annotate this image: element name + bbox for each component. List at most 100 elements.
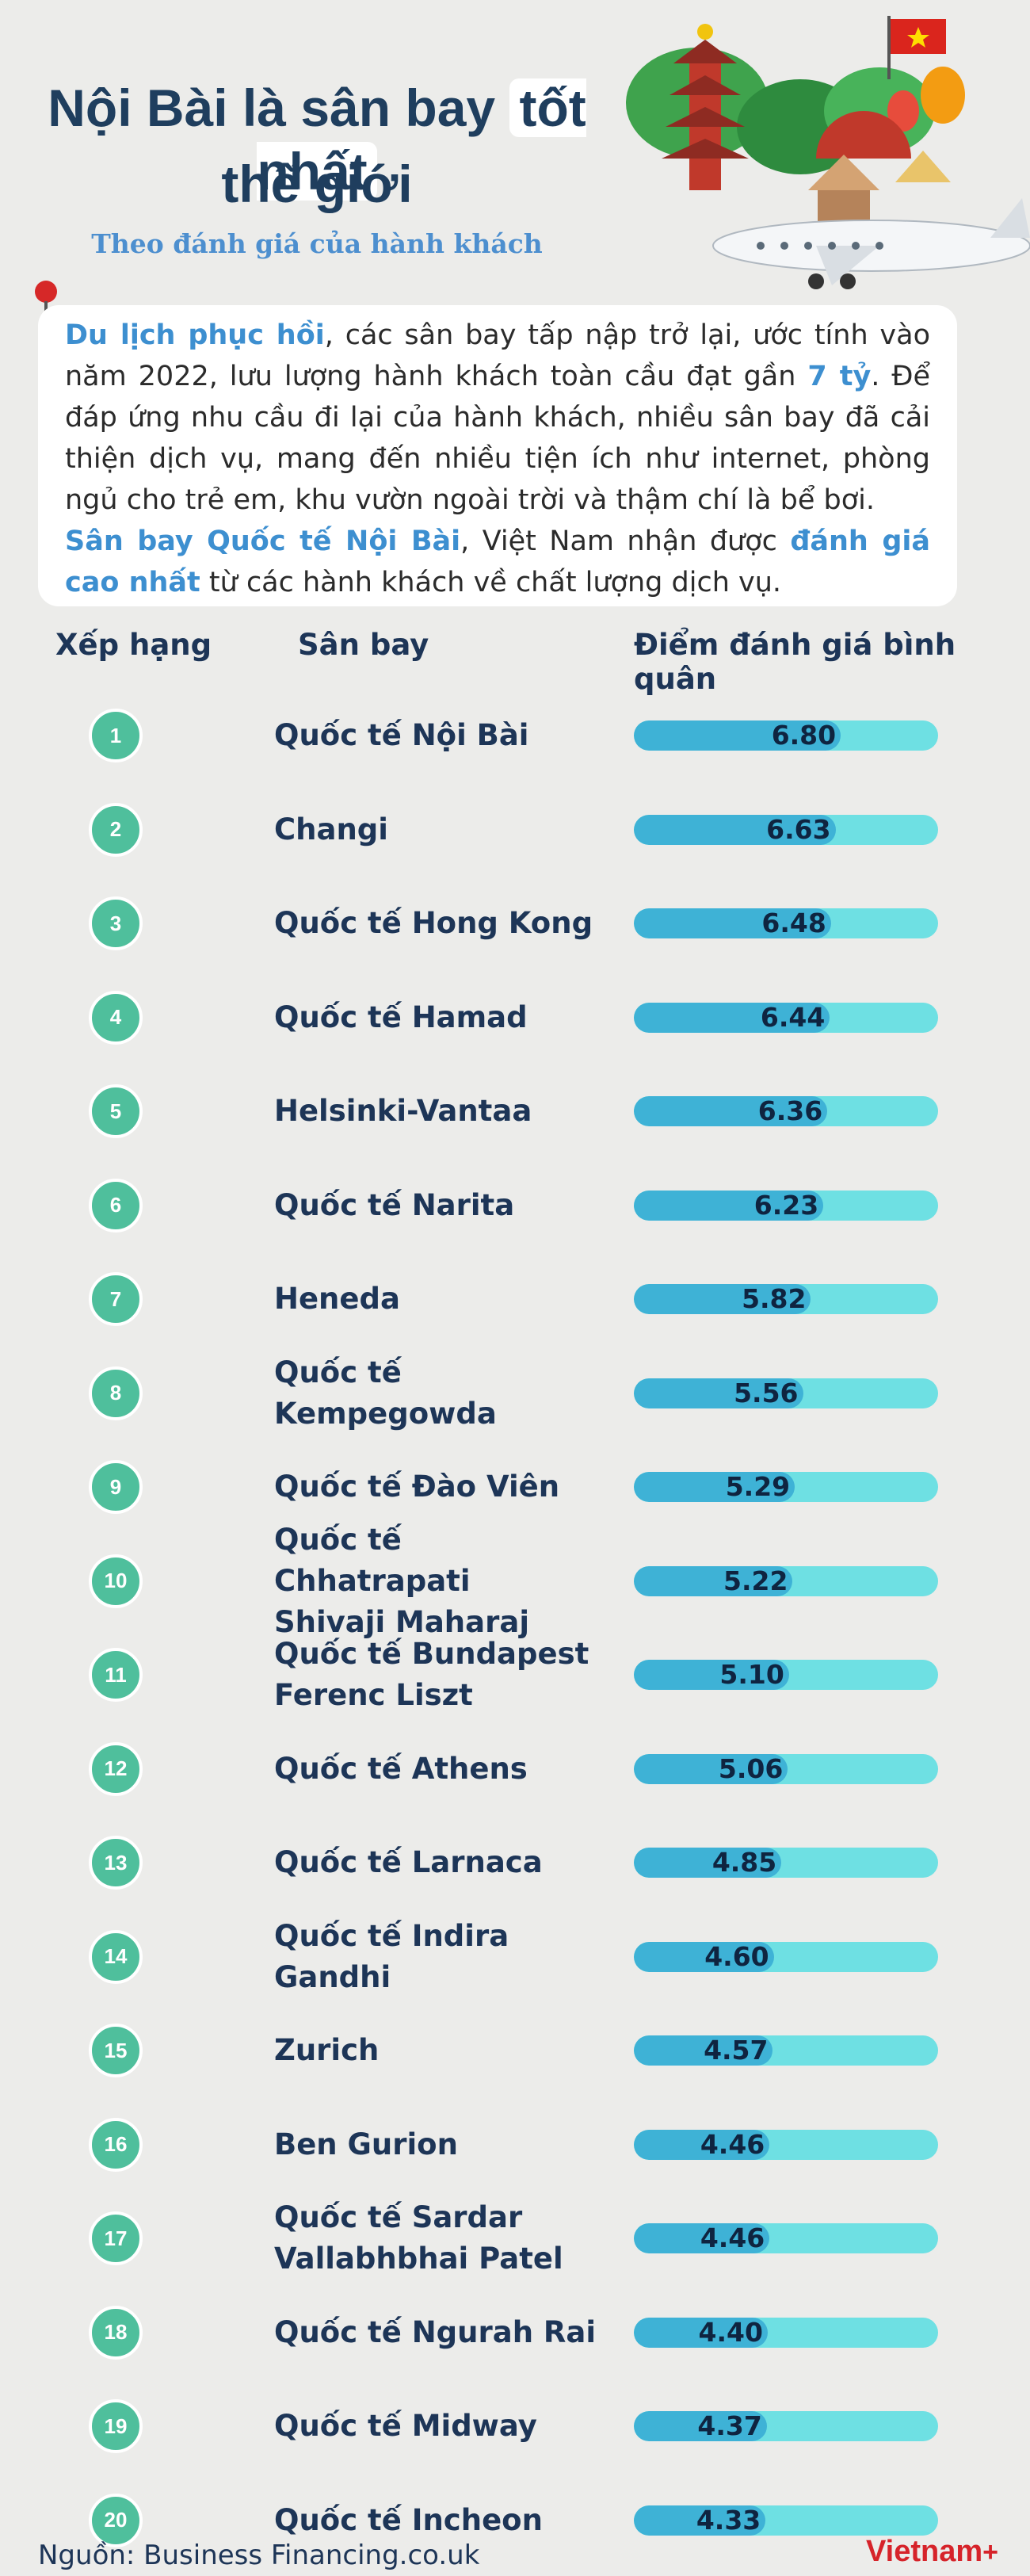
score-bar [634, 1096, 828, 1126]
score-label: 6.80 [771, 720, 837, 751]
score-bar-track: 4.57 [634, 2035, 938, 2066]
airport-name: Quốc tế Sardar Vallabhbhai Patel [274, 2200, 563, 2276]
table-row: 17 Quốc tế Sardar Vallabhbhai Patel 4.46 [0, 2200, 1030, 2276]
intro-text: từ các hành khách về chất lượng dịch vụ. [200, 567, 782, 598]
airport-name: Zurich [274, 2033, 380, 2067]
score-bar-track: 6.80 [634, 720, 938, 751]
score-label: 5.10 [719, 1660, 784, 1690]
airport-name: Quốc tế Nội Bài [274, 718, 529, 752]
score-bar-track: 4.33 [634, 2505, 938, 2536]
table-row: 16 Ben Gurion 4.46 [0, 2117, 1030, 2173]
score-bar-track: 6.36 [634, 1096, 938, 1126]
table-row: 3 Quốc tế Hong Kong 6.48 [0, 896, 1030, 951]
score-label: 5.56 [734, 1378, 799, 1408]
score-label: 4.46 [700, 2129, 765, 2160]
airport-name: Quốc tế Incheon [274, 2502, 543, 2537]
score-bar-track: 6.23 [634, 1190, 938, 1221]
intro-highlight: Du lịch phục hồi [65, 319, 325, 351]
score-bar [634, 2317, 768, 2348]
score-bar [634, 1002, 830, 1033]
intro-text: , Việt Nam nhận được [460, 526, 791, 557]
score-label: 5.06 [718, 1753, 784, 1784]
score-bar-track: 6.48 [634, 908, 938, 938]
table-row: 13 Quốc tế Larnaca 4.85 [0, 1835, 1030, 1890]
airport-name: Quốc tế Narita [274, 1187, 515, 1222]
score-label: 4.60 [704, 1941, 769, 1972]
rank-badge: 19 [89, 2399, 143, 2453]
score-bar [634, 908, 831, 938]
airport-name: Quốc tế Athens [274, 1751, 528, 1786]
score-label: 4.57 [704, 2035, 769, 2066]
score-bar [634, 1565, 793, 1596]
rank-badge: 11 [89, 1648, 143, 1702]
intro-highlight: Sân bay Quốc tế Nội Bài [65, 526, 461, 557]
rank-badge: 1 [89, 709, 143, 762]
table-row: 12 Quốc tế Athens 5.06 [0, 1741, 1030, 1797]
vietnamplus-logo: Vietnam+ [866, 2535, 998, 2569]
score-label: 4.40 [698, 2317, 763, 2348]
airport-name: Quốc tế Bundapest Ferenc Liszt [274, 1637, 589, 1712]
table-row: 10 Quốc tế Chhatrapati Shivaji Maharaj 5.2… [0, 1522, 1030, 1639]
page-title: Nội Bài là sân bay tốt nhất [0, 76, 634, 203]
score-bar-track: 5.29 [634, 1472, 938, 1502]
rank-badge: 6 [89, 1178, 143, 1233]
score-label: 6.23 [753, 1190, 819, 1221]
intro-text-box: Du lịch phục hồi, các sân bay tấp nập tr… [38, 305, 957, 606]
column-header-score: Điểm đánh giá bình quân [634, 628, 956, 696]
score-bar [634, 2129, 770, 2160]
airport-name: Quốc tế Indira Gandhi [274, 1918, 509, 1994]
rank-badge: 5 [89, 1084, 143, 1138]
score-bar [634, 2223, 770, 2253]
score-bar-track: 4.46 [634, 2129, 938, 2160]
rank-badge: 14 [89, 1929, 143, 1984]
table-row: 18 Quốc tế Ngurah Rai 4.40 [0, 2305, 1030, 2360]
score-bar-track: 5.82 [634, 1284, 938, 1314]
rank-badge: 18 [89, 2305, 143, 2360]
score-label: 4.37 [697, 2411, 762, 2441]
score-label: 6.36 [757, 1096, 823, 1126]
table-row: 2 Changi 6.63 [0, 802, 1030, 858]
logo-plus: + [982, 2537, 998, 2567]
airport-name: Heneda [274, 1282, 400, 1316]
score-bar [634, 1753, 788, 1784]
rank-badge: 16 [89, 2117, 143, 2172]
intro-highlight: 7 tỷ [807, 361, 872, 392]
score-bar-track: 4.40 [634, 2317, 938, 2348]
logo-text: Vietnam [866, 2535, 983, 2568]
score-bar-track: 5.06 [634, 1753, 938, 1784]
score-label: 4.46 [700, 2223, 765, 2253]
intro-paragraph-2: Sân bay Quốc tế Nội Bài, Việt Nam nhận đ… [65, 521, 930, 603]
rank-badge: 4 [89, 990, 143, 1045]
rank-badge: 15 [89, 2024, 143, 2077]
score-label: 6.63 [766, 814, 831, 845]
score-bar-track: 5.10 [634, 1660, 938, 1690]
score-label: 6.48 [761, 908, 826, 938]
intro-text: . Để đáp ứng nhu cầu đi lại của hành khá… [65, 361, 930, 516]
rank-badge: 9 [89, 1460, 143, 1514]
rank-badge: 12 [89, 1741, 143, 1796]
rank-badge: 8 [89, 1366, 143, 1420]
table-row: 7 Heneda 5.82 [0, 1271, 1030, 1327]
rank-badge: 20 [89, 2493, 143, 2547]
airport-name: Quốc tế Chhatrapati Shivaji Maharaj [274, 1522, 529, 1639]
page-title-line2: thế giới [221, 155, 413, 213]
column-header-rank: Xếp hạng [55, 628, 212, 662]
table-row: 11 Quốc tế Bundapest Ferenc Liszt 5.10 [0, 1637, 1030, 1712]
rank-badge: 3 [89, 896, 143, 950]
subtitle: Theo đánh giá của hành khách [91, 228, 543, 259]
column-header-airport: Sân bay [298, 628, 429, 662]
rank-badge: 13 [89, 1836, 143, 1890]
airport-name: Quốc tế Kempegowda [274, 1355, 497, 1431]
score-bar-track: 4.60 [634, 1941, 938, 1972]
table-row: 5 Helsinki-Vantaa 6.36 [0, 1084, 1030, 1139]
intro-text: , các sân bay tấp nập trở lại, ước tính … [65, 319, 930, 392]
rank-badge: 2 [89, 802, 143, 857]
score-bar [634, 1472, 795, 1502]
airport-name: Ben Gurion [274, 2127, 458, 2161]
score-label: 6.44 [760, 1002, 826, 1033]
score-bar-track: 6.44 [634, 1002, 938, 1033]
score-bar [634, 1848, 782, 1878]
score-label: 4.33 [696, 2505, 761, 2536]
score-label: 5.22 [723, 1565, 788, 1596]
airport-name: Quốc tế Larnaca [274, 1845, 543, 1879]
